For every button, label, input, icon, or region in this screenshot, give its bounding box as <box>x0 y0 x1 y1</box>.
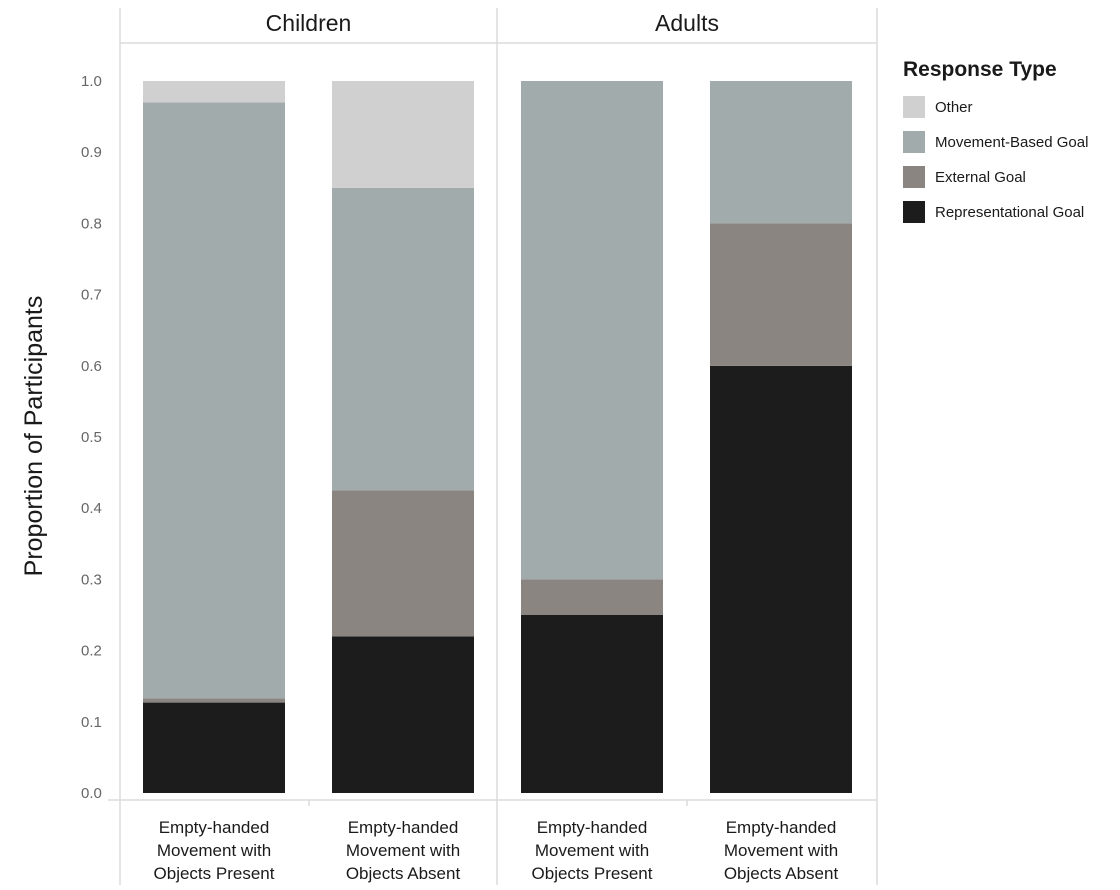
bar-segment <box>332 490 474 637</box>
x-category-label: Objects Absent <box>724 864 839 883</box>
y-axis-label: Proportion of Participants <box>20 296 48 577</box>
y-tick-label: 0.6 <box>81 358 102 375</box>
y-tick-label: 0.9 <box>81 144 102 161</box>
legend-label: External Goal <box>935 169 1026 186</box>
legend-swatch <box>903 201 925 223</box>
bars-group <box>143 81 852 793</box>
legend-title: Response Type <box>903 58 1057 81</box>
x-category-label: Empty-handed <box>726 818 837 837</box>
bar-segment <box>710 365 852 793</box>
legend-label: Representational Goal <box>935 204 1084 221</box>
legend-swatch <box>903 166 925 188</box>
bar-segment <box>143 698 285 703</box>
bar-segment <box>143 102 285 699</box>
x-category-label: Objects Present <box>154 864 275 883</box>
x-category-label: Objects Absent <box>346 864 461 883</box>
bar-segment <box>143 702 285 793</box>
bar-segment <box>710 81 852 224</box>
legend-swatch <box>903 96 925 118</box>
y-tick-label: 0.5 <box>81 429 102 446</box>
y-tick-label: 0.2 <box>81 643 102 660</box>
x-axis-labels: Empty-handed Movement with Objects Present… <box>154 818 839 883</box>
bar-segment <box>143 81 285 103</box>
x-category-label: Empty-handed <box>537 818 648 837</box>
x-category-label: Movement with <box>346 841 460 860</box>
x-category-label: Objects Present <box>532 864 653 883</box>
panel-headers: Children Adults <box>266 10 719 36</box>
panel-title: Children <box>266 10 352 36</box>
bar-segment <box>332 636 474 793</box>
y-tick-label: 0.8 <box>81 215 102 232</box>
bar-segment <box>332 187 474 491</box>
x-category-label: Empty-handed <box>348 818 459 837</box>
chart-frame <box>108 8 878 885</box>
y-axis: 0.0 0.1 0.2 0.3 0.4 0.5 0.6 0.7 0.8 0.9 1.0 <box>81 73 102 802</box>
legend-label: Movement-Based Goal <box>935 134 1088 151</box>
x-category-label: Movement with <box>724 841 838 860</box>
legend-swatch <box>903 131 925 153</box>
x-category-label: Movement with <box>535 841 649 860</box>
y-tick-label: 0.0 <box>81 785 102 802</box>
y-tick-label: 0.3 <box>81 571 102 588</box>
legend-label: Other <box>935 99 973 116</box>
bar-segment <box>710 223 852 366</box>
y-tick-label: 1.0 <box>81 73 102 90</box>
bar-segment <box>521 579 663 615</box>
x-category-label: Empty-handed <box>159 818 270 837</box>
y-tick-label: 0.1 <box>81 714 102 731</box>
y-tick-label: 0.7 <box>81 287 102 304</box>
bar-segment <box>521 615 663 793</box>
panel-title: Adults <box>655 10 719 36</box>
x-category-label: Movement with <box>157 841 271 860</box>
bar-segment <box>521 81 663 580</box>
legend: Response Type Other Movement-Based Goal Ext… <box>903 58 1088 223</box>
bar-segment <box>332 81 474 188</box>
y-tick-label: 0.4 <box>81 500 102 517</box>
